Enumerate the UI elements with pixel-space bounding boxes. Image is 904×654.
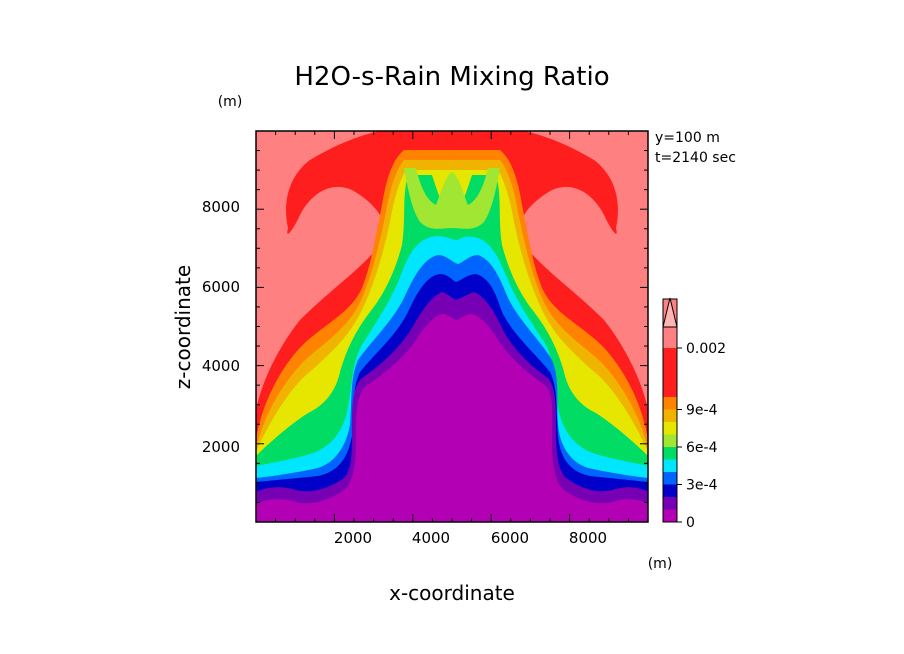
y-tick-label-8000: 8000 — [202, 198, 240, 216]
colorbar-band-10 — [663, 348, 677, 397]
y-axis-label: z-coordinate — [171, 265, 195, 389]
contour-level-0 — [256, 314, 648, 522]
colorbar-label-3e-4: 3e-4 — [686, 478, 718, 494]
colorbar-label-6e-4: 6e-4 — [686, 440, 718, 456]
colorbar-band-3 — [663, 472, 677, 485]
y-tick-label-4000: 4000 — [202, 357, 240, 375]
x-ticks — [275, 131, 629, 522]
chart-title: H2O-s-Rain Mixing Ratio — [294, 62, 609, 92]
colorbar-band-5 — [663, 447, 677, 460]
colorbar-arrow — [662, 297, 678, 328]
colorbar-band-7 — [663, 422, 677, 435]
colorbar — [662, 298, 678, 523]
colorbar-band-1 — [663, 497, 677, 510]
colorbar-band-8 — [663, 409, 677, 422]
y-tick-label-2000: 2000 — [202, 438, 240, 456]
colorbar-band-4 — [663, 459, 677, 472]
colorbar-label-0: 0 — [686, 515, 695, 531]
x-tick-label-2000: 2000 — [334, 529, 372, 547]
colorbar-band-6 — [663, 434, 677, 447]
colorbar-band-2 — [663, 484, 677, 497]
y-ticks — [256, 150, 648, 503]
colorbar-label-0.002: 0.002 — [686, 341, 726, 357]
contour-level-5 — [404, 168, 500, 229]
annotation-t: t=2140 sec — [655, 150, 736, 166]
x-tick-label-6000: 6000 — [491, 529, 529, 547]
contour-field — [256, 131, 648, 522]
y-tick-label-6000: 6000 — [202, 278, 240, 296]
x-axis-label: x-coordinate — [389, 581, 515, 605]
x-unit-label: (m) — [648, 556, 673, 572]
x-tick-label-8000: 8000 — [569, 529, 607, 547]
colorbar-band-0 — [663, 509, 677, 522]
y-unit-label: (m) — [218, 94, 243, 110]
x-tick-label-4000: 4000 — [412, 529, 450, 547]
colorbar-band-9 — [663, 397, 677, 410]
annotation-y: y=100 m — [655, 130, 720, 146]
colorbar-label-9e-4: 9e-4 — [686, 403, 718, 419]
colorbar-labels: 0 3e-4 6e-4 9e-4 0.002 — [677, 341, 726, 531]
